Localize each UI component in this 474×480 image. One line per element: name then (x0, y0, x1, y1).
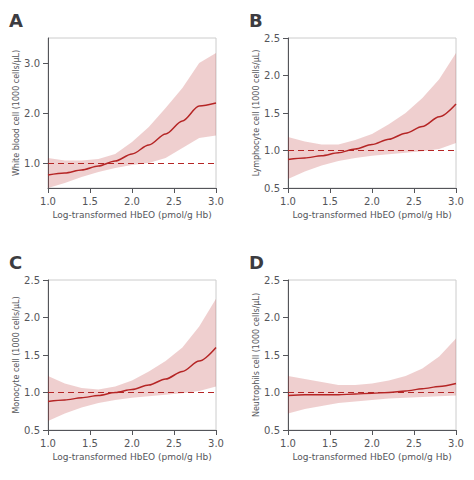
svg-text:Log-transformed HbEO (pmol/g H: Log-transformed HbEO (pmol/g Hb) (292, 210, 451, 220)
svg-text:2.0: 2.0 (364, 196, 380, 207)
svg-text:2.0: 2.0 (124, 196, 140, 207)
svg-text:C: C (9, 252, 22, 273)
svg-text:0.5: 0.5 (24, 425, 40, 436)
svg-text:3.0: 3.0 (208, 196, 224, 207)
svg-text:Neutrophils cell (1000 cells/μ: Neutrophils cell (1000 cells/μL) (252, 293, 261, 417)
svg-text:Log-transformed HbEO (pmol/g H: Log-transformed HbEO (pmol/g Hb) (52, 210, 211, 220)
svg-text:2.5: 2.5 (264, 33, 280, 44)
svg-text:2.0: 2.0 (264, 70, 280, 81)
svg-text:3.0: 3.0 (24, 58, 40, 69)
svg-text:1.0: 1.0 (280, 196, 296, 207)
svg-text:1.0: 1.0 (280, 438, 296, 449)
svg-text:2.5: 2.5 (24, 275, 40, 286)
svg-text:Monocyte cell (1000 cells/μL): Monocyte cell (1000 cells/μL) (12, 296, 21, 413)
svg-text:1.0: 1.0 (40, 438, 56, 449)
svg-text:Log-transformed HbEO (pmol/g H: Log-transformed HbEO (pmol/g Hb) (292, 452, 451, 462)
svg-text:White blood cell (1000 cells/μ: White blood cell (1000 cells/μL) (12, 50, 21, 176)
svg-text:2.0: 2.0 (264, 312, 280, 323)
svg-text:1.5: 1.5 (24, 350, 40, 361)
svg-text:2.5: 2.5 (406, 196, 422, 207)
svg-text:1.5: 1.5 (322, 438, 338, 449)
svg-text:2.0: 2.0 (364, 438, 380, 449)
svg-text:0.5: 0.5 (264, 425, 280, 436)
svg-text:2.0: 2.0 (24, 312, 40, 323)
svg-text:Lymphocyte cell (1000 cells/μL: Lymphocyte cell (1000 cells/μL) (252, 50, 261, 177)
svg-text:1.5: 1.5 (82, 438, 98, 449)
svg-text:B: B (249, 10, 263, 31)
svg-text:D: D (249, 252, 264, 273)
svg-text:1.0: 1.0 (40, 196, 56, 207)
svg-text:1.0: 1.0 (24, 387, 40, 398)
svg-text:1.5: 1.5 (264, 108, 280, 119)
svg-text:2.0: 2.0 (124, 438, 140, 449)
svg-text:A: A (9, 10, 23, 31)
svg-text:2.5: 2.5 (406, 438, 422, 449)
svg-text:3.0: 3.0 (208, 438, 224, 449)
svg-text:2.0: 2.0 (24, 108, 40, 119)
svg-text:1.5: 1.5 (82, 196, 98, 207)
svg-text:3.0: 3.0 (448, 196, 464, 207)
svg-text:1.0: 1.0 (264, 387, 280, 398)
svg-text:3.0: 3.0 (448, 438, 464, 449)
svg-text:1.5: 1.5 (264, 350, 280, 361)
svg-text:1.0: 1.0 (264, 145, 280, 156)
svg-text:2.5: 2.5 (264, 275, 280, 286)
svg-text:Log-transformed HbEO (pmol/g H: Log-transformed HbEO (pmol/g Hb) (52, 452, 211, 462)
svg-text:2.5: 2.5 (166, 438, 182, 449)
svg-text:1.5: 1.5 (322, 196, 338, 207)
svg-text:1.0: 1.0 (24, 158, 40, 169)
svg-text:0.5: 0.5 (264, 183, 280, 194)
svg-text:2.5: 2.5 (166, 196, 182, 207)
